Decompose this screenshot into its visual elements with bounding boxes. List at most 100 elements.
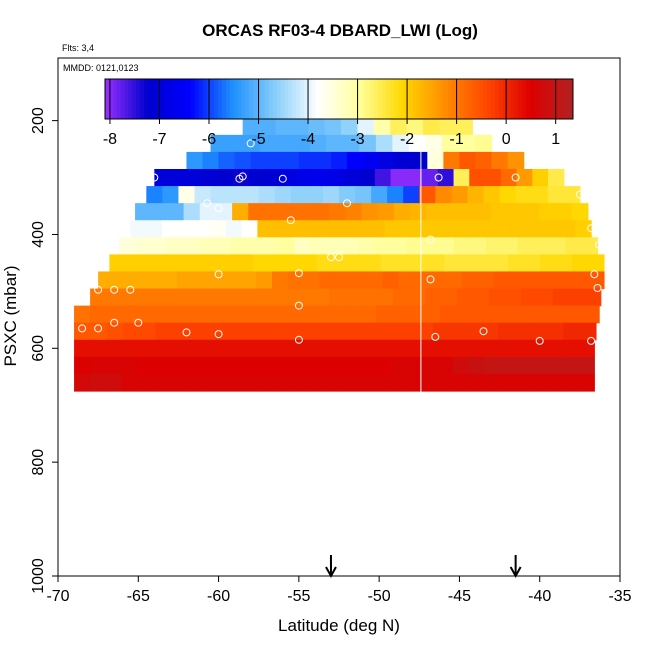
heatmap-cell bbox=[122, 322, 140, 341]
heatmap-cell bbox=[432, 322, 450, 341]
heatmap-cell bbox=[241, 220, 258, 238]
heatmap-cell bbox=[475, 134, 493, 153]
heatmap-cell bbox=[547, 373, 564, 392]
heatmap-cell bbox=[587, 254, 605, 273]
heatmap-cell bbox=[326, 237, 343, 255]
colorbar-swatch bbox=[389, 79, 395, 119]
heatmap-cell bbox=[495, 220, 513, 238]
heatmap-cell bbox=[152, 339, 170, 358]
colorbar-swatch bbox=[498, 79, 504, 119]
colorbar-swatch bbox=[105, 79, 110, 119]
heatmap-cell bbox=[408, 134, 427, 153]
heatmap-cell bbox=[265, 288, 283, 307]
heatmap-cell bbox=[358, 237, 375, 255]
colorbar-swatch bbox=[300, 79, 305, 119]
heatmap-cell bbox=[380, 254, 398, 273]
heatmap-cell bbox=[135, 203, 152, 221]
heatmap-cell bbox=[326, 356, 343, 375]
heatmap-cell bbox=[422, 237, 439, 255]
heatmap-cell bbox=[185, 169, 203, 187]
colorbar-swatch bbox=[210, 79, 215, 119]
heatmap-cell bbox=[200, 356, 217, 375]
heatmap-cell bbox=[184, 339, 201, 358]
colorbar-swatch bbox=[112, 79, 118, 119]
heatmap-cell bbox=[524, 254, 541, 273]
heatmap-cell bbox=[373, 373, 390, 392]
heatmap-cell bbox=[330, 151, 348, 170]
heatmap-cell bbox=[296, 169, 313, 187]
heatmap-cell bbox=[192, 271, 210, 290]
heatmap-cell bbox=[361, 288, 378, 307]
colorbar-swatch bbox=[186, 79, 192, 119]
sample-point bbox=[434, 173, 443, 182]
heatmap-cell bbox=[280, 305, 298, 324]
heatmap-cell bbox=[368, 220, 386, 238]
heatmap-cell bbox=[375, 134, 393, 153]
heatmap-cell bbox=[371, 186, 388, 204]
colorbar-tick-label: 0 bbox=[502, 131, 511, 148]
heatmap-cell bbox=[248, 203, 266, 221]
heatmap-cell bbox=[555, 203, 573, 221]
heatmap-cell bbox=[373, 117, 391, 136]
heatmap-cell bbox=[351, 322, 369, 341]
heatmap-cell bbox=[320, 220, 338, 238]
heatmap-cell bbox=[193, 220, 211, 238]
colorbar-swatch bbox=[385, 79, 391, 119]
heatmap-cell bbox=[487, 305, 505, 324]
heatmap-cell bbox=[535, 305, 552, 324]
colorbar-swatch bbox=[171, 79, 176, 119]
heatmap-cell bbox=[121, 339, 138, 358]
heatmap-cell bbox=[279, 373, 296, 392]
heatmap-cell bbox=[367, 322, 385, 341]
colorbar-swatch bbox=[452, 79, 457, 119]
heatmap-cell bbox=[460, 254, 477, 273]
y-tick-label: 400 bbox=[30, 221, 47, 248]
heatmap-cell bbox=[178, 186, 196, 204]
sample-point bbox=[571, 173, 579, 182]
heatmap-cell bbox=[565, 237, 583, 255]
heatmap-cell bbox=[531, 356, 548, 375]
sample-point bbox=[327, 253, 335, 262]
heatmap-cell bbox=[89, 373, 107, 392]
colorbar-swatch bbox=[526, 79, 531, 119]
heatmap-cell bbox=[551, 305, 568, 324]
heatmap-cell bbox=[499, 373, 517, 392]
heatmap-cell bbox=[374, 169, 392, 187]
sample-point bbox=[94, 324, 103, 333]
heatmap-cell bbox=[416, 322, 434, 341]
heatmap-cell bbox=[503, 305, 521, 324]
y-axis-label: PSXC (mbar) bbox=[1, 265, 20, 366]
colorbar-swatch bbox=[292, 79, 297, 119]
colorbar-swatch bbox=[268, 79, 274, 119]
heatmap-cell bbox=[89, 339, 107, 358]
heatmap-cell bbox=[489, 288, 506, 307]
heatmap-cell bbox=[177, 220, 195, 238]
heatmap-cell bbox=[220, 322, 238, 341]
heatmap-cell bbox=[289, 220, 306, 238]
colorbar-swatch bbox=[284, 79, 289, 119]
heatmap-cell bbox=[169, 305, 187, 324]
heatmap-cell bbox=[284, 254, 302, 273]
heatmap-cell bbox=[357, 117, 375, 136]
heatmap-cell bbox=[171, 322, 189, 341]
colorbar-swatch bbox=[370, 79, 375, 119]
heatmap-cell bbox=[547, 339, 564, 358]
colorbar-swatch bbox=[381, 79, 387, 119]
heatmap-cell bbox=[509, 271, 526, 290]
heatmap-cell bbox=[173, 254, 190, 273]
heatmap-cell bbox=[153, 288, 171, 307]
colorbar-swatch bbox=[144, 79, 149, 119]
heatmap-cell bbox=[296, 305, 314, 324]
heatmap-cell bbox=[286, 322, 303, 341]
heatmap-cell bbox=[584, 288, 602, 307]
heatmap-cell bbox=[428, 254, 445, 273]
colorbar-swatch bbox=[307, 79, 313, 119]
colorbar-swatch bbox=[264, 79, 270, 119]
heatmap-cell bbox=[332, 254, 350, 273]
colorbar-swatch bbox=[116, 79, 122, 119]
heatmap-cell bbox=[485, 169, 502, 187]
heatmap-cell bbox=[455, 305, 473, 324]
heatmap-cell bbox=[294, 339, 312, 358]
colorbar-swatch bbox=[288, 79, 293, 119]
heatmap-cell bbox=[491, 151, 509, 170]
